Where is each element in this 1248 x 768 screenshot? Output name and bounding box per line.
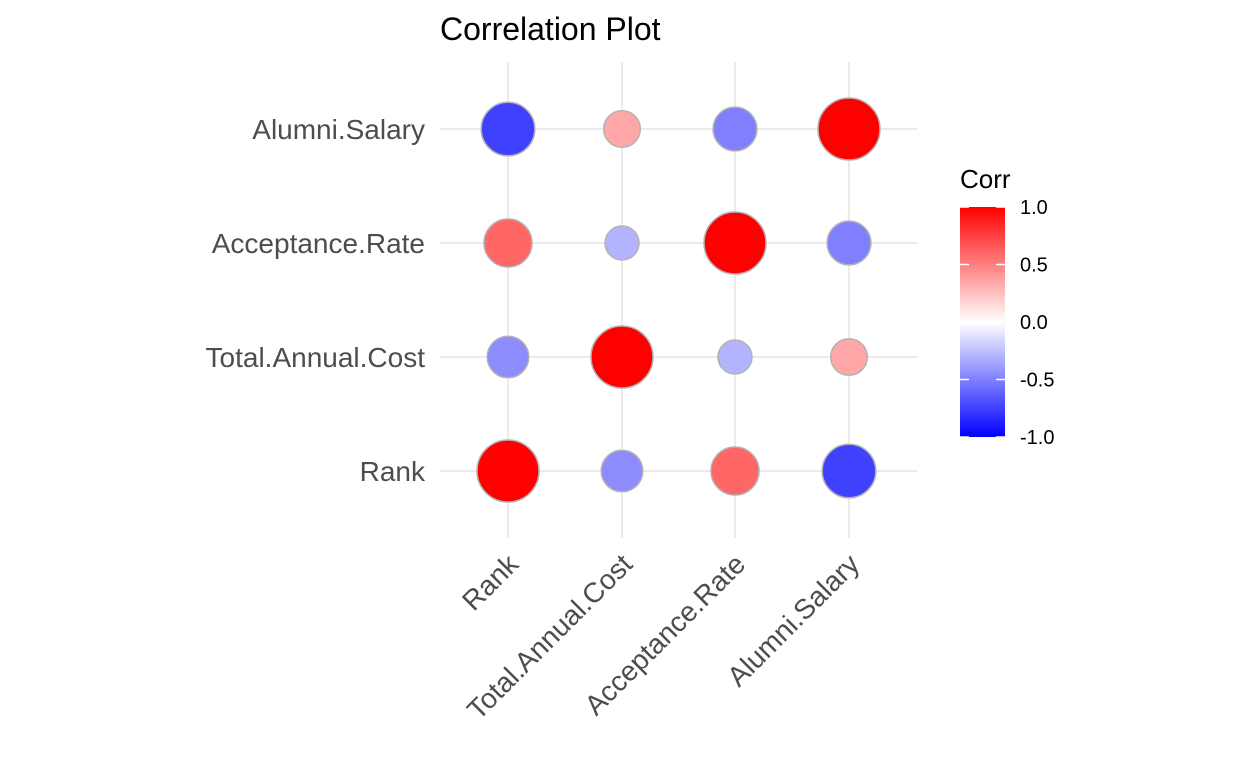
x-axis-labels: RankTotal.Annual.CostAcceptance.RateAlum… <box>456 548 865 726</box>
corr-point-alumni-salary-vs-alumni-salary <box>817 97 881 161</box>
legend-tick-label: 0.0 <box>1020 312 1048 334</box>
x-tick-label: Rank <box>456 548 525 617</box>
corr-point-alumni-salary-vs-rank <box>480 101 536 157</box>
legend-tick-label: -1.0 <box>1020 427 1054 449</box>
legend: Corr 1.0 0.5 0.0 -0.5 -1.0 <box>960 164 1054 449</box>
chart-title: Correlation Plot <box>440 11 661 47</box>
corr-point-rank-vs-rank <box>476 439 540 503</box>
corr-point-acceptance-rate-vs-acceptance-rate <box>703 211 767 275</box>
corr-point-alumni-salary-vs-total-annual-cost <box>602 109 642 149</box>
legend-tick-label: -0.5 <box>1020 370 1054 392</box>
y-tick-label: Rank <box>360 456 426 487</box>
corr-point-total-annual-cost-vs-alumni-salary <box>829 337 869 377</box>
y-tick-label: Acceptance.Rate <box>212 228 425 259</box>
corr-point-rank-vs-acceptance-rate <box>710 446 760 496</box>
legend-title: Corr <box>960 164 1011 194</box>
legend-tick-label: 0.5 <box>1020 255 1048 277</box>
corr-point-rank-vs-total-annual-cost <box>600 449 644 493</box>
y-tick-label: Alumni.Salary <box>252 114 425 145</box>
corr-point-acceptance-rate-vs-alumni-salary <box>826 220 872 266</box>
y-tick-label: Total.Annual.Cost <box>206 342 426 373</box>
y-axis-labels: Rank Total.Annual.Cost Acceptance.Rate Alum… <box>206 114 426 487</box>
corr-point-total-annual-cost-vs-acceptance-rate <box>717 339 753 375</box>
corr-point-acceptance-rate-vs-rank <box>483 218 533 268</box>
corr-point-rank-vs-alumni-salary <box>821 443 877 499</box>
legend-tick-label: 1.0 <box>1020 197 1048 219</box>
corr-point-total-annual-cost-vs-total-annual-cost <box>590 325 654 389</box>
legend-ticks: 1.0 0.5 0.0 -0.5 -1.0 <box>960 197 1054 449</box>
corr-point-acceptance-rate-vs-total-annual-cost <box>604 225 640 261</box>
correlation-points <box>476 97 881 503</box>
corr-point-total-annual-cost-vs-rank <box>486 335 530 379</box>
corr-point-alumni-salary-vs-acceptance-rate <box>712 106 758 152</box>
